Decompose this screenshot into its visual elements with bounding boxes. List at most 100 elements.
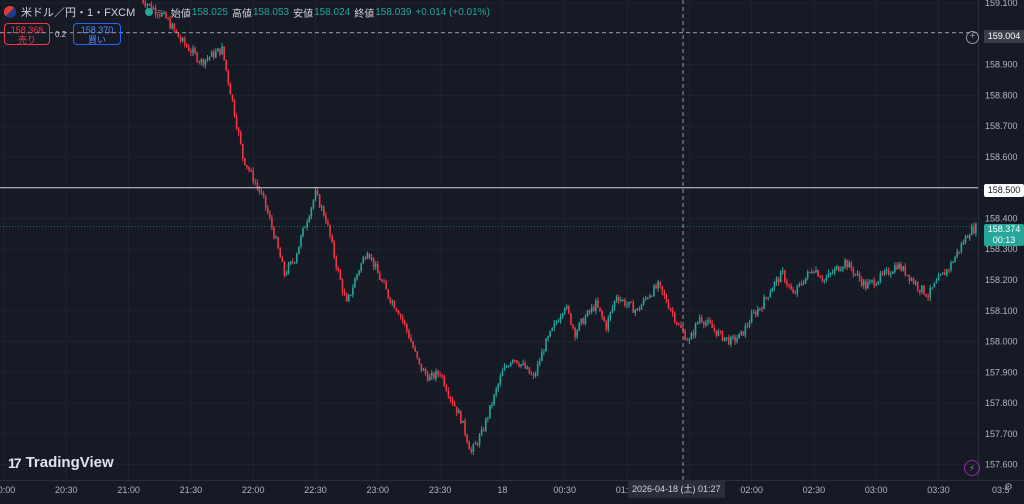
candle-body — [511, 359, 514, 363]
candle-body — [663, 291, 666, 296]
symbol-title[interactable]: 米ドル／円・1・FXCM — [21, 7, 136, 19]
x-tick-label: 23:30 — [429, 485, 452, 495]
candle-body — [472, 444, 475, 452]
tradingview-logo[interactable]: 17 TradingView — [8, 454, 114, 471]
candle-body — [869, 280, 871, 283]
y-tick-label: 158.100 — [985, 306, 1018, 316]
candle-body — [495, 388, 497, 395]
candle-body — [260, 192, 263, 194]
candle-body — [690, 333, 693, 340]
candle-body — [628, 301, 630, 305]
sell-price: 158.368 — [10, 25, 44, 35]
candle-body — [592, 307, 595, 311]
candle-body — [293, 262, 296, 264]
x-tick-label: 21:30 — [180, 485, 203, 495]
candle-body — [794, 292, 797, 294]
candle-body — [401, 316, 404, 321]
candle-body — [250, 170, 252, 172]
y-tick-label: 158.900 — [985, 60, 1018, 70]
candle-body — [171, 24, 174, 29]
candle-body — [624, 299, 626, 306]
candle-body — [603, 316, 605, 322]
usd-jpy-flag-icon — [4, 6, 16, 18]
candle-body — [173, 24, 176, 30]
candle-body — [505, 366, 508, 368]
candle-body — [844, 260, 846, 267]
candle-body — [447, 390, 450, 397]
lightning-icon[interactable]: ⚡ — [964, 460, 980, 476]
buy-button[interactable]: 158.370 買い — [73, 23, 121, 45]
candle-body — [881, 273, 884, 275]
candle-body — [183, 37, 186, 45]
x-tick-label: 20:30 — [55, 485, 78, 495]
candle-body — [713, 327, 716, 331]
candle-body — [829, 273, 832, 275]
candle-body — [360, 263, 362, 271]
candle-body — [852, 269, 855, 275]
market-status-icon[interactable] — [145, 8, 154, 16]
candle-body — [420, 363, 423, 371]
candle-body — [738, 333, 740, 339]
candle-body — [607, 318, 610, 330]
candle-body — [144, 2, 147, 6]
candle-body — [910, 278, 913, 281]
candle-body — [248, 167, 250, 171]
candle-body — [896, 265, 898, 270]
candle-body — [509, 362, 512, 367]
candle-body — [817, 269, 819, 277]
candle-body — [960, 243, 963, 252]
candle-body — [536, 363, 539, 374]
candle-body — [165, 12, 167, 19]
candle-body — [900, 263, 902, 271]
candle-body — [622, 299, 624, 301]
candle-body — [223, 46, 225, 60]
x-tick-label: 03:5 — [992, 485, 1010, 495]
candle-body — [860, 278, 863, 286]
add-alert-icon[interactable]: + — [966, 31, 979, 44]
candle-body — [819, 276, 821, 278]
candle-body — [412, 341, 414, 348]
candle-body — [198, 61, 201, 63]
time-axis[interactable]: 20:00 20:30 21:00 21:30 22:00 22:30 23:00 23:30… — [0, 480, 1024, 499]
hline-price-label: 158.500 — [984, 184, 1024, 197]
candle-body — [538, 360, 541, 364]
candle-body — [323, 206, 325, 216]
candle-body — [563, 308, 566, 314]
settings-gear-icon[interactable]: ⚙ — [1004, 482, 1013, 493]
candle-body — [574, 327, 576, 337]
candle-body — [242, 143, 244, 159]
candle-body — [285, 273, 288, 275]
candle-body — [385, 282, 387, 290]
candle-body — [615, 297, 618, 301]
candle-body — [790, 285, 792, 290]
candle-body — [493, 394, 495, 405]
candle-body — [732, 336, 734, 338]
candle-body — [692, 333, 695, 336]
candle-body — [277, 237, 279, 249]
candle-body — [831, 272, 834, 274]
candle-body — [887, 269, 890, 275]
candle-body — [422, 369, 425, 371]
indicator-icon[interactable]: ≈ — [157, 6, 163, 18]
candle-body — [858, 273, 861, 279]
high-value: 158.053 — [252, 6, 290, 18]
candle-body — [177, 32, 180, 38]
candle-body — [221, 46, 223, 55]
candle-body — [316, 190, 319, 195]
candle-body — [451, 399, 454, 404]
candle-body — [489, 405, 491, 418]
candle-body — [696, 322, 699, 324]
candle-body — [711, 323, 713, 328]
candle-body — [597, 300, 599, 308]
candle-body — [362, 257, 365, 264]
candle-body — [391, 301, 394, 303]
candle-body — [202, 59, 205, 65]
candle-body — [599, 307, 601, 311]
sell-button[interactable]: 158.368 売り — [4, 23, 50, 45]
tradingview-logo-icon: 17 — [8, 454, 22, 471]
candle-body — [462, 420, 464, 423]
candle-body — [653, 285, 655, 297]
candle-body — [657, 281, 659, 289]
candle-body — [632, 302, 635, 313]
